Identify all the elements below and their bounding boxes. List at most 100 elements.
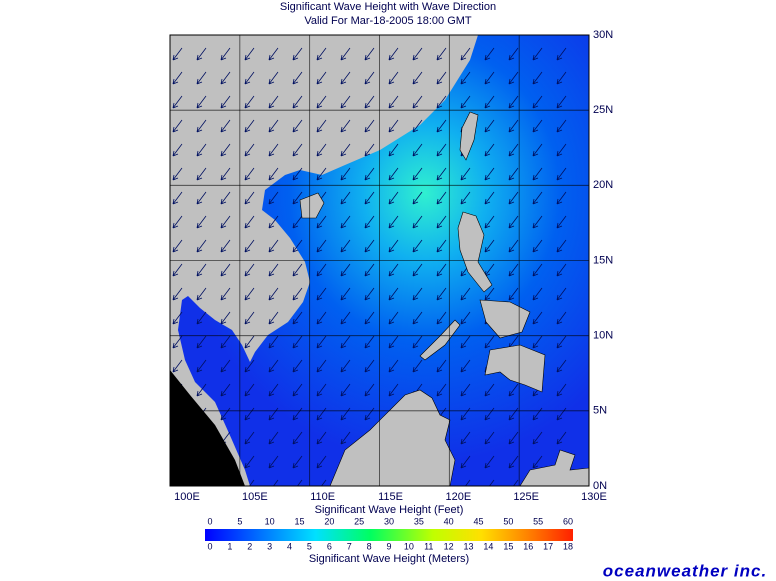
arrow xyxy=(220,311,231,325)
arrow xyxy=(412,311,423,325)
arrow xyxy=(388,311,399,325)
arrow xyxy=(532,47,543,61)
arrow xyxy=(484,287,495,301)
arrow xyxy=(460,71,471,85)
arrow xyxy=(508,287,519,301)
tick-label: 6 xyxy=(327,541,332,551)
lat-label: 20N xyxy=(593,179,613,191)
arrow xyxy=(172,71,183,85)
arrow xyxy=(556,119,567,133)
arrow xyxy=(316,239,327,253)
arrow xyxy=(292,119,303,133)
arrow xyxy=(172,359,183,373)
arrow xyxy=(460,47,471,61)
arrow xyxy=(388,119,399,133)
lat-label: 5N xyxy=(593,405,607,417)
arrow xyxy=(316,119,327,133)
arrow xyxy=(532,215,543,229)
arrow xyxy=(196,71,207,85)
arrow xyxy=(220,383,231,397)
arrow xyxy=(388,47,399,61)
subtitle: Valid For Mar-18-2005 18:00 GMT xyxy=(304,15,472,27)
arrow xyxy=(436,119,447,133)
arrow xyxy=(532,431,543,445)
arrow xyxy=(508,167,519,181)
arrow xyxy=(220,47,231,61)
arrow xyxy=(292,47,303,61)
arrow xyxy=(412,47,423,61)
arrow xyxy=(220,167,231,181)
arrow xyxy=(460,407,471,421)
arrow xyxy=(340,287,351,301)
arrow xyxy=(364,407,375,421)
arrow xyxy=(244,47,255,61)
arrow xyxy=(532,191,543,205)
lon-label: 100E xyxy=(174,491,200,503)
arrow xyxy=(340,431,351,445)
arrow xyxy=(364,143,375,157)
tick-label: 13 xyxy=(464,541,474,551)
arrow xyxy=(292,239,303,253)
arrow xyxy=(340,407,351,421)
feet-title: Significant Wave Height (Feet) xyxy=(315,504,464,516)
arrow xyxy=(532,239,543,253)
lon-label: 120E xyxy=(445,491,471,503)
arrow xyxy=(364,71,375,85)
arrow xyxy=(508,71,519,85)
title: Significant Wave Height with Wave Direct… xyxy=(280,1,496,13)
sumatra xyxy=(170,370,245,486)
tick-label: 40 xyxy=(444,516,454,526)
arrow xyxy=(244,311,255,325)
tick-label: 0 xyxy=(207,541,212,551)
arrow xyxy=(364,311,375,325)
arrow xyxy=(273,479,279,486)
arrow xyxy=(460,335,471,349)
feet-ticks: 0 5 10 15 20 25 30 35 40 45 50 55 60 xyxy=(207,516,573,526)
arrow xyxy=(484,383,495,397)
tick-label: 5 xyxy=(307,541,312,551)
arrow xyxy=(172,263,183,277)
arrow xyxy=(484,191,495,205)
arrow xyxy=(340,95,351,109)
wave-arrows xyxy=(172,47,567,486)
arrow xyxy=(220,359,231,373)
lat-label: 25N xyxy=(593,104,613,116)
arrow xyxy=(340,119,351,133)
arrow xyxy=(412,167,423,181)
arrow xyxy=(220,287,231,301)
arrow xyxy=(292,335,303,349)
arrow xyxy=(532,455,543,469)
tick-label: 10 xyxy=(404,541,414,551)
arrow xyxy=(172,167,183,181)
arrow xyxy=(292,215,303,229)
arrow xyxy=(220,239,231,253)
arrow xyxy=(268,311,279,325)
arrow xyxy=(196,143,207,157)
arrow xyxy=(196,47,207,61)
arrow xyxy=(292,407,303,421)
arrow xyxy=(244,239,255,253)
arrow xyxy=(556,95,567,109)
arrow xyxy=(460,287,471,301)
arrow xyxy=(364,383,375,397)
arrow xyxy=(532,407,543,421)
meter-ticks: 0 1 2 3 4 5 6 7 8 9 10 11 12 13 14 15 16 17 18 xyxy=(207,541,573,551)
arrow xyxy=(436,71,447,85)
lat-label: 10N xyxy=(593,330,613,342)
arrow xyxy=(484,215,495,229)
tick-label: 15 xyxy=(503,541,513,551)
arrow xyxy=(340,359,351,373)
arrow xyxy=(268,455,279,469)
tick-label: 2 xyxy=(247,541,252,551)
arrow xyxy=(244,407,255,421)
tick-label: 20 xyxy=(324,516,334,526)
arrow xyxy=(268,407,279,421)
tick-label: 18 xyxy=(563,541,573,551)
arrow xyxy=(484,335,495,349)
arrow xyxy=(556,191,567,205)
arrow xyxy=(436,47,447,61)
arrow xyxy=(364,215,375,229)
arrow xyxy=(196,311,207,325)
arrow xyxy=(244,95,255,109)
